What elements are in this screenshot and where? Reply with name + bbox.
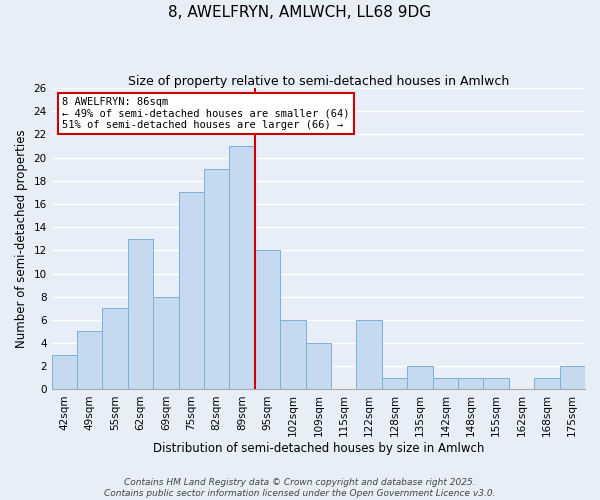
Bar [229,146,255,390]
Bar [433,378,458,390]
Bar [356,320,382,390]
Text: 8 AWELFRYN: 86sqm
← 49% of semi-detached houses are smaller (64)
51% of semi-det: 8 AWELFRYN: 86sqm ← 49% of semi-detached… [62,97,350,130]
Bar [204,169,229,390]
Bar [179,192,204,390]
Bar [280,320,305,390]
Text: Contains HM Land Registry data © Crown copyright and database right 2025.
Contai: Contains HM Land Registry data © Crown c… [104,478,496,498]
Text: 8, AWELFRYN, AMLWCH, LL68 9DG: 8, AWELFRYN, AMLWCH, LL68 9DG [169,5,431,20]
Bar [484,378,509,390]
X-axis label: Distribution of semi-detached houses by size in Amlwch: Distribution of semi-detached houses by … [152,442,484,455]
Bar [407,366,433,390]
Bar [77,332,103,390]
Bar [305,343,331,390]
Bar [128,238,153,390]
Bar [255,250,280,390]
Y-axis label: Number of semi-detached properties: Number of semi-detached properties [15,130,28,348]
Bar [534,378,560,390]
Bar [153,296,179,390]
Bar [52,354,77,390]
Bar [560,366,585,390]
Bar [382,378,407,390]
Bar [458,378,484,390]
Bar [103,308,128,390]
Title: Size of property relative to semi-detached houses in Amlwch: Size of property relative to semi-detach… [128,75,509,88]
